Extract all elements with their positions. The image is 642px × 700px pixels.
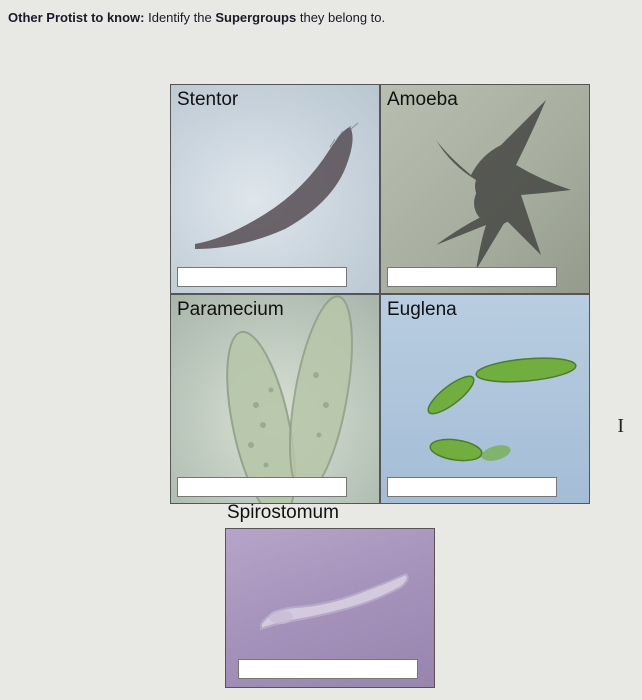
grid-row: Paramecium Euglena: [170, 294, 590, 504]
cell-paramecium: Paramecium: [170, 294, 380, 504]
answer-spirostomum[interactable]: [238, 659, 418, 679]
cell-spirostomum: [225, 528, 435, 688]
protist-grid: Stentor Amoeba: [170, 84, 590, 504]
grid-row: Stentor Amoeba: [170, 84, 590, 294]
answer-paramecium[interactable]: [177, 477, 347, 497]
cell-amoeba: Amoeba: [380, 84, 590, 294]
answer-stentor[interactable]: [177, 267, 347, 287]
heading-emph: Supergroups: [215, 10, 296, 25]
paramecium-icon: [171, 295, 380, 504]
label-paramecium: Paramecium: [177, 299, 284, 321]
cell-stentor: Stentor: [170, 84, 380, 294]
answer-euglena[interactable]: [387, 477, 557, 497]
label-amoeba: Amoeba: [387, 89, 458, 111]
cell-euglena: Euglena: [380, 294, 590, 504]
heading-rest: Identify the: [145, 10, 216, 25]
heading: Other Protist to know: Identify the Supe…: [0, 0, 642, 31]
cell-spirostomum-wrap: Spirostomum: [225, 500, 435, 688]
stentor-icon: [175, 99, 375, 279]
euglena-icon: [381, 295, 590, 504]
label-euglena: Euglena: [387, 299, 457, 321]
label-stentor: Stentor: [177, 89, 238, 111]
answer-amoeba[interactable]: [387, 267, 557, 287]
label-spirostomum: Spirostomum: [225, 500, 435, 528]
heading-tail: they belong to.: [296, 10, 385, 25]
heading-prefix: Other Protist to know:: [8, 10, 145, 25]
amoeba-icon: [381, 85, 590, 294]
side-marker: I: [617, 415, 624, 438]
